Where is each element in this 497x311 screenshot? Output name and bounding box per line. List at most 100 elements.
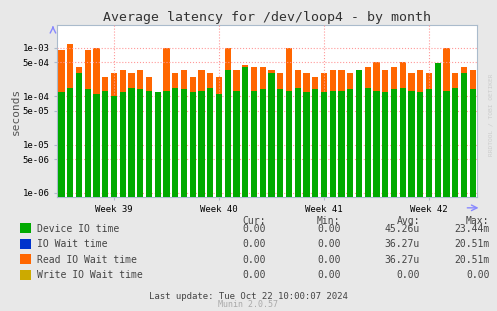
Text: 20.51m: 20.51m [454, 239, 490, 249]
Bar [111, 75, 117, 197]
Bar [172, 75, 178, 197]
Bar [137, 70, 143, 197]
Bar [67, 88, 74, 197]
Bar [356, 171, 362, 197]
Bar [251, 70, 257, 197]
Bar [330, 70, 336, 197]
Bar [207, 75, 213, 197]
Bar [304, 171, 310, 197]
Text: Cur:: Cur: [243, 216, 266, 226]
Bar [365, 67, 371, 197]
Bar [286, 91, 292, 197]
Bar [120, 70, 126, 197]
Bar [164, 171, 169, 197]
Text: RRDTOOL / TOBI OETIKER: RRDTOOL / TOBI OETIKER [489, 74, 494, 156]
Bar [251, 91, 257, 197]
Bar [435, 171, 441, 197]
Bar [470, 171, 476, 197]
Bar [417, 92, 423, 197]
Bar [207, 171, 213, 197]
Text: 0.00: 0.00 [243, 239, 266, 249]
Bar [128, 88, 135, 197]
Bar [426, 75, 432, 197]
Bar [286, 171, 292, 197]
Bar [338, 91, 344, 197]
Bar [234, 70, 240, 197]
Bar [312, 77, 318, 197]
Bar [321, 75, 327, 197]
Bar [330, 72, 336, 197]
Bar [452, 171, 458, 197]
Bar [93, 94, 99, 197]
Bar [84, 51, 91, 197]
Bar [391, 70, 397, 197]
Bar [172, 171, 178, 197]
Bar [164, 91, 169, 197]
Bar [111, 96, 117, 197]
Bar [216, 94, 222, 197]
Bar [146, 80, 152, 197]
Bar [146, 171, 152, 197]
Text: Max:: Max: [466, 216, 490, 226]
Bar [67, 44, 74, 197]
Bar [295, 171, 301, 197]
Text: 36.27u: 36.27u [385, 239, 420, 249]
Bar [102, 80, 108, 197]
Bar [190, 171, 196, 197]
Bar [461, 70, 467, 197]
Bar [295, 88, 301, 197]
Bar [391, 89, 397, 197]
Text: IO Wait time: IO Wait time [37, 239, 108, 249]
Bar [225, 70, 231, 197]
Text: Last update: Tue Oct 22 10:00:07 2024: Last update: Tue Oct 22 10:00:07 2024 [149, 292, 348, 301]
Bar [409, 171, 414, 197]
Bar [277, 73, 283, 197]
Bar [198, 70, 205, 197]
Bar [190, 80, 196, 197]
Text: 0.00: 0.00 [317, 239, 340, 249]
Bar [76, 70, 82, 197]
Bar [93, 49, 99, 197]
Bar [59, 50, 65, 197]
Bar [260, 67, 266, 197]
Text: Read IO Wait time: Read IO Wait time [37, 255, 137, 265]
Bar [347, 89, 353, 197]
Bar [146, 91, 152, 197]
Bar [435, 75, 441, 197]
Bar [452, 73, 458, 197]
Bar [207, 73, 213, 197]
Bar [84, 89, 91, 197]
Bar [312, 171, 318, 197]
Bar [225, 50, 231, 197]
Bar [120, 92, 126, 197]
Bar [373, 65, 380, 197]
Bar [338, 72, 344, 197]
Bar [400, 63, 406, 197]
Bar [365, 171, 371, 197]
Bar [338, 171, 344, 197]
Bar [155, 110, 161, 197]
Bar [382, 72, 388, 197]
Bar [59, 171, 65, 197]
Bar [443, 48, 450, 197]
Bar [409, 91, 414, 197]
Bar [417, 72, 423, 197]
Bar [452, 88, 458, 197]
Bar [128, 75, 135, 197]
Bar [452, 75, 458, 197]
Bar [295, 70, 301, 197]
Bar [190, 77, 196, 197]
Bar [277, 89, 283, 197]
Bar [216, 171, 222, 197]
Bar [242, 67, 248, 197]
Bar [426, 73, 432, 197]
Bar [234, 171, 240, 197]
Bar [155, 115, 161, 197]
Bar [164, 50, 169, 197]
Bar [461, 73, 467, 197]
Bar [128, 73, 135, 197]
Bar [137, 72, 143, 197]
Text: 0.00: 0.00 [317, 255, 340, 265]
Bar [181, 72, 187, 197]
Bar [373, 171, 380, 197]
